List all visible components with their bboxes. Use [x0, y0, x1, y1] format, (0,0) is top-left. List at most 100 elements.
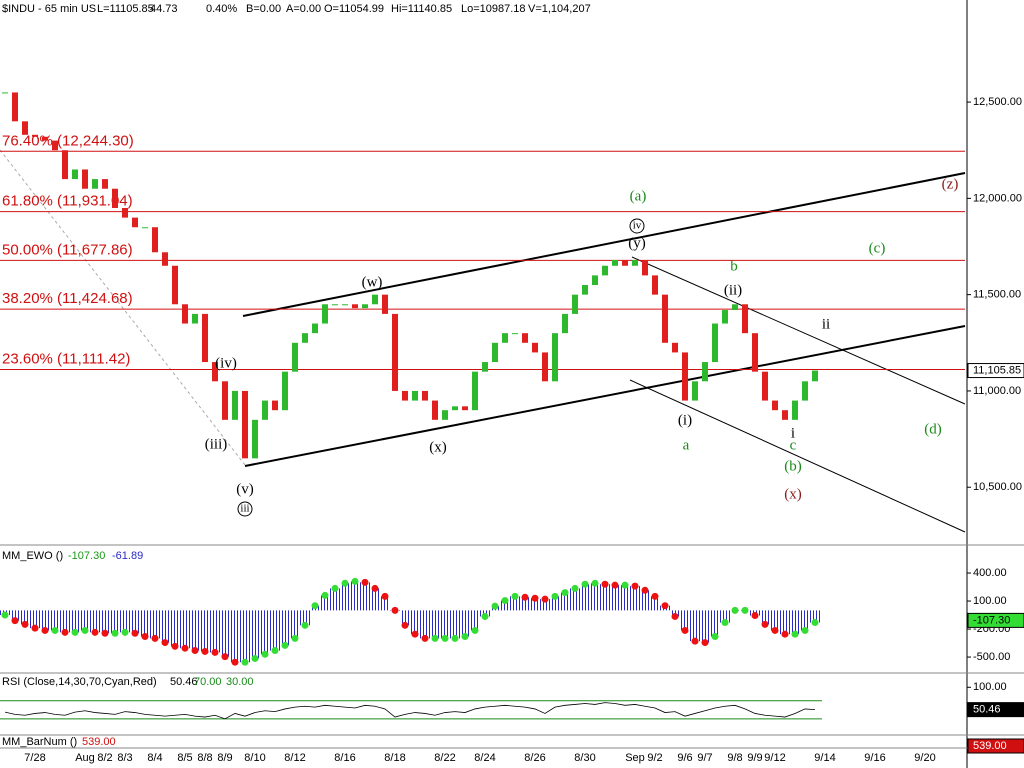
fib-label: 76.40% (12,244.30) [2, 132, 134, 149]
histogram-bar [620, 585, 630, 611]
wave-label: (w) [362, 274, 383, 290]
oscillator-dot [101, 629, 109, 637]
oscillator-dot [451, 634, 459, 642]
candle [602, 265, 608, 276]
wave-label: iv [633, 220, 642, 232]
candle [332, 304, 338, 306]
candle [742, 304, 748, 334]
x-tick-label: 8/8 [197, 752, 212, 764]
oscillator-dot [751, 612, 759, 620]
oscillator-dot [771, 626, 779, 634]
candle [592, 275, 598, 286]
oscillator-dot [641, 586, 649, 594]
histogram-bar [610, 585, 620, 611]
x-tick-label: 8/30 [574, 752, 595, 764]
y-tick-label: 100.00 [973, 681, 1007, 693]
candle [642, 259, 648, 276]
histogram-bar [90, 610, 100, 633]
oscillator-dot [281, 641, 289, 649]
candle [402, 390, 408, 401]
candle [702, 362, 708, 382]
oscillator-dot [521, 593, 529, 601]
histogram-bar [150, 610, 160, 639]
histogram-bar [220, 610, 230, 657]
histogram-bar [560, 592, 570, 611]
candle [442, 410, 448, 420]
oscillator-dot [141, 633, 149, 641]
oscillator-dot [291, 634, 299, 642]
candle [782, 410, 788, 420]
candle [2, 92, 8, 94]
oscillator-dot [211, 648, 219, 656]
oscillator-dot [711, 633, 719, 641]
value-box-label: 11,105.85 [973, 364, 1021, 376]
wave-label: (b) [784, 458, 802, 474]
histogram-bar [420, 610, 430, 639]
value-box-label: 539.00 [973, 740, 1007, 752]
y-tick-label: 12,000.00 [973, 192, 1022, 204]
oscillator-dot [201, 647, 209, 655]
histogram-bar [80, 610, 90, 631]
histogram-bar [600, 584, 610, 611]
candle [282, 371, 288, 411]
panel-title: MM_BarNum () [2, 736, 77, 748]
oscillator-dot [381, 592, 389, 600]
panel-value: -61.89 [112, 550, 143, 562]
oscillator-dot [661, 602, 669, 610]
panel-value: 50.46 [170, 676, 198, 688]
x-tick-label: Sep [625, 752, 645, 764]
wave-label: (a) [630, 188, 647, 204]
oscillator-dot [331, 584, 339, 592]
wave-label: b [730, 258, 738, 274]
candle [812, 370, 818, 382]
x-tick-label: 9/2 [647, 752, 662, 764]
oscillator-dot [631, 582, 639, 590]
candle [232, 390, 238, 420]
candle [252, 419, 258, 459]
candle [522, 333, 528, 343]
candle [42, 136, 48, 141]
x-tick-label: 7/28 [24, 752, 45, 764]
candle [122, 207, 128, 218]
histogram-bar [230, 610, 240, 663]
candle [582, 285, 588, 295]
histogram-bar [760, 610, 770, 625]
candle [242, 390, 248, 459]
x-tick-label: 8/10 [244, 752, 265, 764]
wave-label: (v) [236, 481, 254, 497]
oscillator-dot [651, 592, 659, 600]
change: 44.73 [150, 3, 178, 15]
histogram-bar [500, 600, 510, 611]
wave-label: i [791, 425, 795, 441]
oscillator-dot [791, 630, 799, 638]
oscillator-dot [221, 653, 229, 661]
histogram-bar [430, 610, 440, 639]
oscillator-dot [481, 612, 489, 620]
candle [72, 169, 78, 180]
y-tick-label: -500.00 [973, 651, 1010, 663]
value-box [967, 702, 1024, 718]
histogram-bar [370, 588, 380, 611]
oscillator-dot [761, 620, 769, 628]
y-tick-label: 400.00 [973, 567, 1007, 579]
candle [542, 352, 548, 382]
oscillator-dot [621, 581, 629, 589]
histogram-bar [690, 610, 700, 642]
histogram-bar [550, 596, 560, 611]
last: L=11105.85 [97, 3, 154, 15]
histogram-bar [470, 610, 480, 631]
volume: V=1,104,207 [528, 3, 591, 15]
oscillator-dot [721, 619, 729, 627]
x-tick-label: 8/24 [474, 752, 495, 764]
histogram-bar [290, 610, 300, 639]
oscillator-dot [591, 579, 599, 587]
histogram-bar [120, 610, 130, 633]
oscillator-dot [551, 592, 559, 600]
y-tick-label: 10,500.00 [973, 481, 1022, 493]
candle [352, 304, 358, 309]
histogram-bar [300, 610, 310, 626]
oscillator-dot [491, 602, 499, 610]
candle [302, 333, 308, 343]
